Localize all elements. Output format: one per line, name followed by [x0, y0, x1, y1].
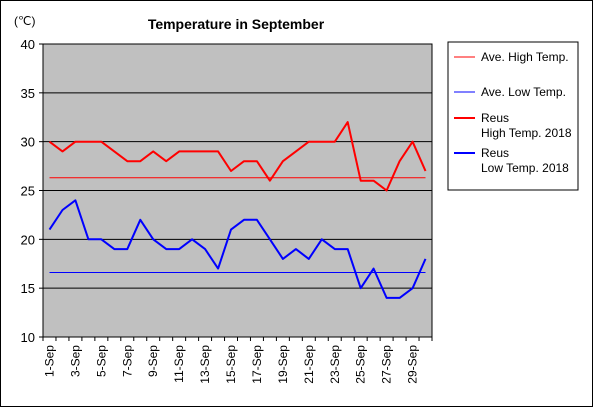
x-tick-label-13-Sep: 13-Sep	[198, 345, 212, 384]
y-tick-label-35: 35	[21, 86, 35, 101]
x-tick-label-1-Sep: 1-Sep	[42, 345, 56, 377]
legend-label-2-1: High Temp. 2018	[481, 126, 572, 140]
x-tick-label-9-Sep: 9-Sep	[146, 345, 160, 377]
legend-label-3-1: Low Temp. 2018	[481, 161, 569, 175]
x-tick-label-23-Sep: 23-Sep	[328, 345, 342, 384]
legend-label-2-0: Reus	[481, 111, 509, 125]
y-tick-label-20: 20	[21, 232, 35, 247]
x-tick-label-29-Sep: 29-Sep	[406, 345, 420, 384]
x-tick-label-3-Sep: 3-Sep	[68, 345, 82, 377]
x-tick-label-11-Sep: 11-Sep	[172, 345, 186, 383]
y-tick-label-15: 15	[21, 281, 35, 296]
y-axis: 10 15 20 25 30 35 40	[21, 37, 43, 345]
x-tick-label-19-Sep: 19-Sep	[276, 345, 290, 384]
series-line-3	[48, 199, 427, 299]
x-tick-label-27-Sep: 27-Sep	[380, 345, 394, 384]
y-tick-label-30: 30	[21, 135, 35, 150]
series-lines	[48, 121, 427, 299]
chart-title: Temperature in September	[148, 16, 325, 32]
unit-label: (℃)	[14, 14, 35, 28]
legend-label-0-0: Ave. High Temp.	[481, 50, 569, 64]
x-tick-label-7-Sep: 7-Sep	[120, 345, 134, 377]
series-line-2	[48, 121, 427, 192]
y-tick-label-25: 25	[21, 184, 35, 199]
grid-lines	[43, 92, 432, 289]
x-tick-label-17-Sep: 17-Sep	[250, 345, 264, 384]
y-tick-label-10: 10	[21, 330, 35, 345]
legend-label-3-0: Reus	[481, 146, 509, 160]
y-tick-label-40: 40	[21, 37, 35, 52]
x-axis: 1-Sep 3-Sep 5-Sep 7-Sep 9-Sep 11-Sep 13-Sep 15-…	[42, 337, 433, 384]
legend-box	[447, 41, 579, 191]
x-tick-label-15-Sep: 15-Sep	[224, 345, 238, 384]
x-tick-label-21-Sep: 21-Sep	[302, 345, 316, 384]
legend-label-1-0: Ave. Low Temp.	[481, 85, 566, 99]
x-tick-label-25-Sep: 25-Sep	[354, 345, 368, 384]
x-tick-label-5-Sep: 5-Sep	[94, 345, 108, 377]
